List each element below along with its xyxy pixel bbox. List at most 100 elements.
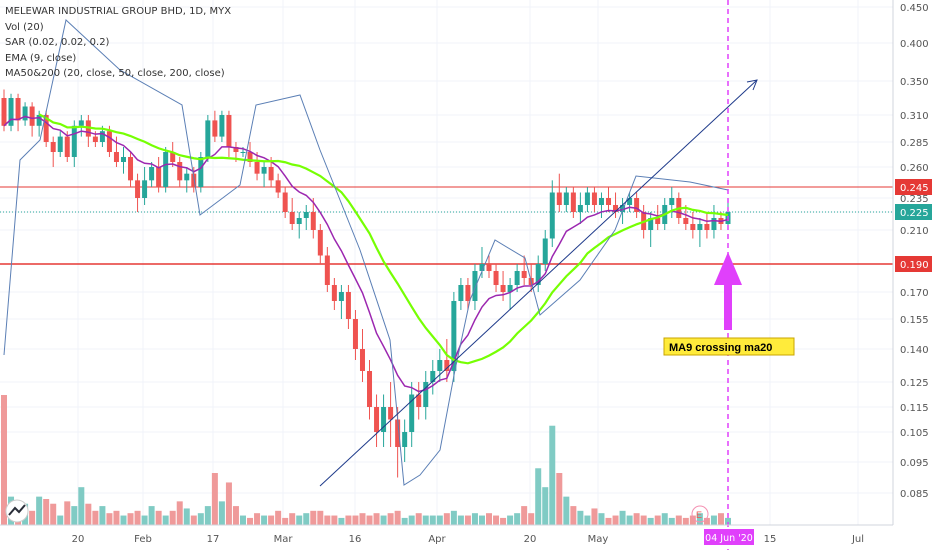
- volume-bar-52: [366, 515, 373, 525]
- y-tick-label-7: 0.210: [900, 226, 929, 237]
- price-axis-bg: [893, 0, 932, 550]
- volume-bar-32: [225, 482, 232, 525]
- candle-body-24: [170, 152, 176, 162]
- ema9-line: [3, 115, 729, 393]
- tradingview-logo-icon: [8, 504, 26, 516]
- volume-bar-50: [352, 515, 359, 525]
- candle-body-15: [106, 131, 112, 152]
- candle-body-61: [430, 371, 436, 382]
- candle-body-37: [261, 167, 267, 174]
- candle-body-97: [683, 218, 689, 224]
- cursor-date-bg: [704, 529, 754, 545]
- volume-bar-0: [1, 395, 7, 525]
- volume-bar-62: [436, 515, 443, 525]
- candle-body-58: [409, 394, 415, 432]
- volume-bar-61: [429, 515, 436, 525]
- candle-body-86: [606, 198, 612, 205]
- y-tick-label-12: 0.115: [900, 403, 929, 414]
- volume-bar-72: [507, 515, 514, 525]
- volume-bar-22: [155, 510, 162, 525]
- volume-bar-90: [633, 513, 640, 525]
- volume-bar-49: [345, 515, 352, 525]
- volume-bar-24: [169, 510, 176, 525]
- candle-body-39: [275, 180, 281, 193]
- volume-bar-79: [556, 473, 563, 525]
- volume-bar-86: [605, 517, 612, 525]
- candlesticks: [1, 89, 731, 478]
- candle-body-84: [591, 192, 597, 205]
- volume-bar-42: [296, 515, 303, 525]
- candle-body-6: [43, 115, 49, 142]
- volume-bar-31: [218, 501, 225, 525]
- candle-body-50: [352, 319, 358, 349]
- volume-bar-71: [500, 517, 507, 525]
- candle-body-68: [479, 264, 485, 271]
- x-tick-label-3: Mar: [274, 534, 294, 545]
- y-tick-label-1: 0.400: [900, 39, 929, 50]
- volume-bar-14: [99, 506, 106, 525]
- candle-body-17: [120, 157, 126, 162]
- volume-bar-17: [120, 515, 127, 525]
- candle-body-66: [465, 285, 471, 301]
- volume-bar-41: [289, 513, 296, 525]
- volume-bar-6: [43, 499, 50, 525]
- candle-body-22: [156, 167, 162, 187]
- volume-bar-66: [464, 515, 471, 525]
- candle-body-98: [690, 224, 696, 230]
- volume-bar-75: [528, 513, 535, 525]
- candle-body-52: [367, 371, 373, 407]
- candle-body-89: [627, 198, 633, 205]
- volume-bar-87: [612, 515, 619, 525]
- candle-body-69: [486, 264, 492, 271]
- earnings-marker-label: E: [696, 510, 702, 520]
- volume-bar-97: [682, 517, 689, 525]
- x-tick-label-9: Jul: [851, 534, 864, 545]
- candle-body-85: [598, 198, 604, 205]
- candle-body-31: [219, 115, 225, 137]
- candle-body-9: [64, 136, 70, 157]
- volume-bar-29: [204, 506, 211, 525]
- volume-bar-103: [725, 517, 731, 525]
- horizontal-lines: [0, 186, 893, 265]
- y-tick-label-4: 0.285: [900, 138, 929, 149]
- volume-bar-11: [78, 487, 85, 525]
- candle-body-99: [697, 224, 703, 230]
- trendline-arrowhead: [746, 79, 758, 91]
- volume-bar-84: [591, 508, 598, 525]
- volume-bar-89: [626, 515, 633, 525]
- volume-bar-68: [478, 515, 485, 525]
- y-tick-label-2: 0.350: [900, 77, 929, 88]
- candle-body-101: [711, 218, 717, 230]
- volume-bar-73: [514, 513, 521, 525]
- candle-body-35: [247, 152, 253, 162]
- volume-bar-95: [668, 517, 675, 525]
- candle-body-87: [613, 205, 619, 212]
- volume-bar-74: [521, 506, 528, 525]
- candle-body-13: [92, 136, 98, 142]
- y-tick-label-6: 0.235: [900, 194, 929, 205]
- volume-bar-19: [134, 510, 141, 525]
- volume-bar-38: [268, 515, 275, 525]
- candle-body-23: [163, 152, 169, 187]
- candle-body-41: [289, 212, 295, 224]
- x-tick-label-7: May: [588, 534, 609, 545]
- price-label-bg-2: [895, 256, 932, 272]
- candle-body-0: [1, 98, 7, 126]
- candle-body-53: [374, 407, 380, 432]
- candle-body-21: [149, 167, 155, 181]
- price-label-1: 0.225: [900, 208, 929, 219]
- volume-bar-15: [106, 513, 113, 525]
- chart-legend: MELEWAR INDUSTRIAL GROUP BHD, 1D, MYX Vo…: [5, 4, 231, 82]
- volume-bar-8: [57, 515, 64, 525]
- volume-bar-5: [36, 496, 43, 525]
- volume-bar-18: [127, 513, 134, 525]
- candle-body-19: [135, 180, 141, 198]
- candle-body-5: [36, 115, 42, 126]
- candle-body-49: [345, 292, 351, 319]
- volume-bar-60: [422, 515, 429, 525]
- candle-body-70: [493, 271, 499, 285]
- candle-body-90: [634, 198, 640, 212]
- candle-body-79: [556, 192, 562, 205]
